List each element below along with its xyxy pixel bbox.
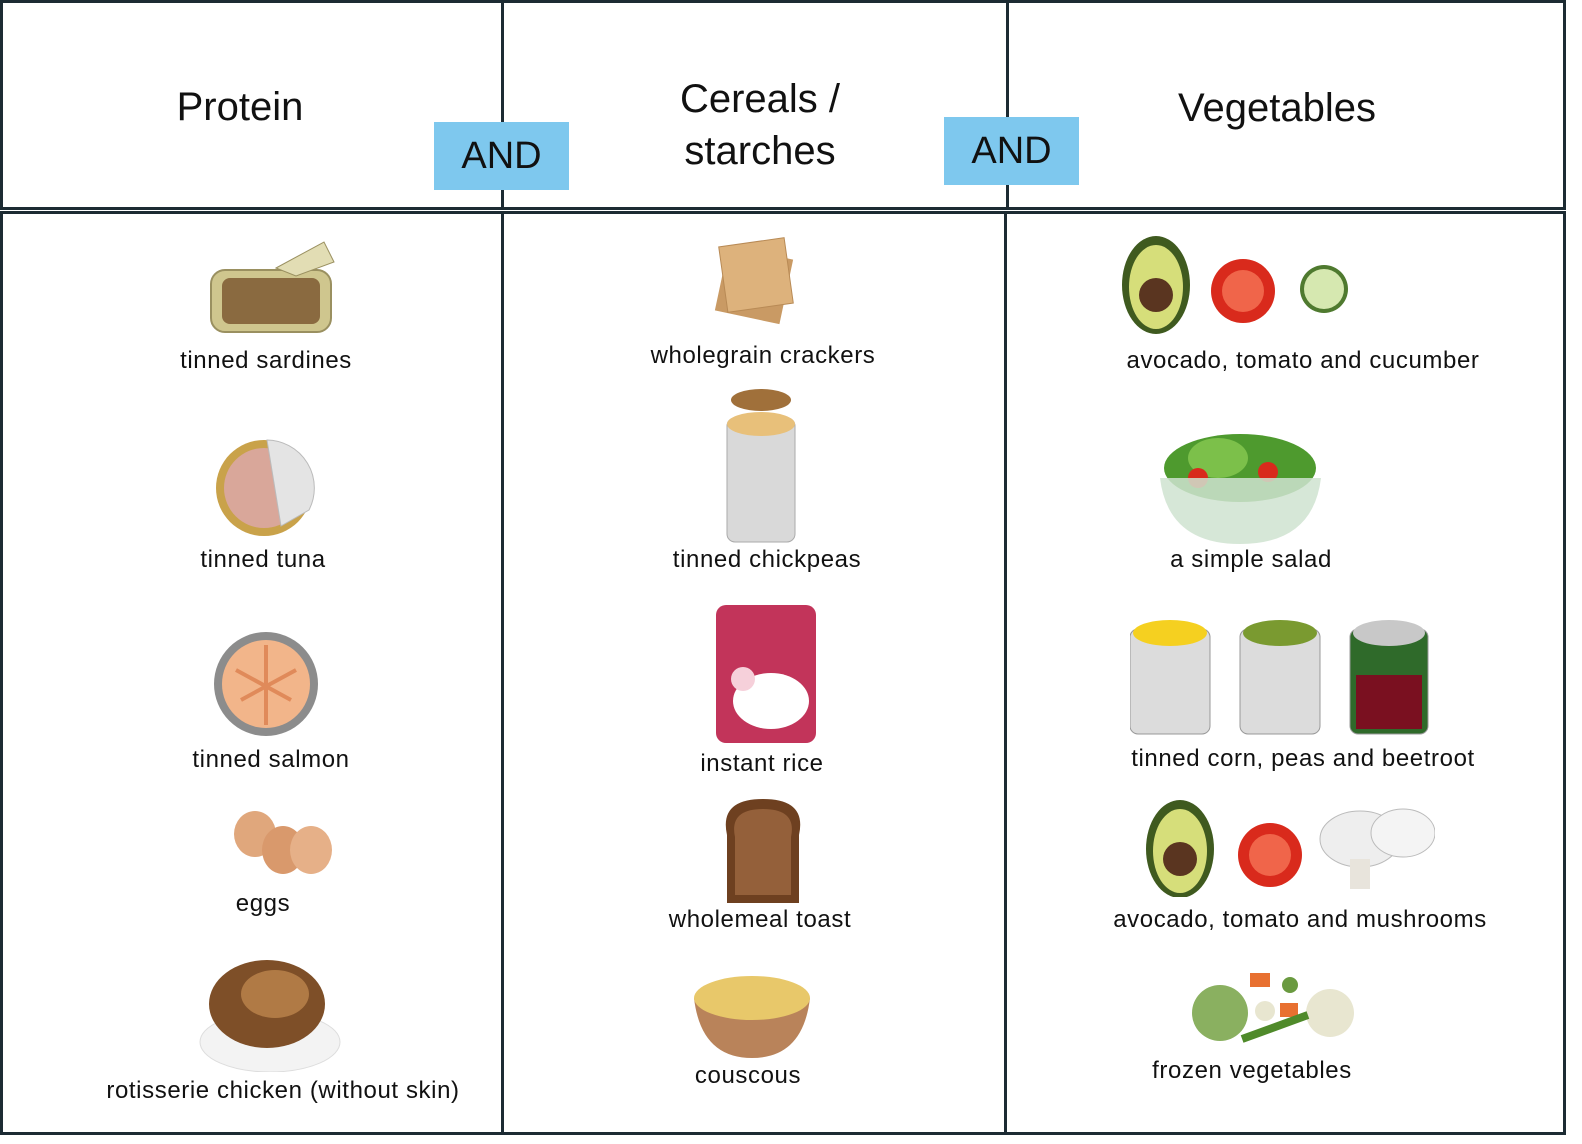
food-image — [1130, 620, 1429, 735]
header-cell — [1006, 0, 1566, 210]
food-label: wholegrain crackers — [650, 342, 876, 369]
food-image — [694, 976, 810, 1058]
icon-shape — [1187, 438, 1248, 478]
icon-shape — [1139, 278, 1173, 312]
icon-shape — [1255, 1001, 1275, 1021]
food-label: wholemeal toast — [668, 906, 852, 933]
food-image — [726, 389, 796, 543]
icon-shape — [1243, 620, 1317, 646]
food-label: tinned sardines — [180, 347, 352, 374]
food-image — [214, 632, 318, 736]
food-image — [714, 237, 794, 325]
icon-shape — [1306, 989, 1354, 1037]
icon-shape — [1222, 270, 1264, 312]
icon-shape — [1240, 1011, 1310, 1043]
food-label: tinned tuna — [200, 546, 326, 573]
connector: AND — [944, 117, 1079, 185]
icon-shape — [734, 809, 792, 895]
food-image — [216, 439, 315, 536]
food-label: frozen vegetables — [1152, 1057, 1352, 1084]
food-image — [199, 960, 341, 1072]
food-label: instant rice — [700, 750, 824, 777]
icon-shape — [290, 826, 332, 874]
connector: AND — [434, 122, 569, 190]
icon-shape — [726, 417, 796, 543]
icon-shape — [1282, 977, 1298, 993]
food-label: tinned corn, peas and beetroot — [1131, 745, 1475, 772]
food-label: eggs — [235, 890, 291, 917]
food-label: couscous — [694, 1062, 802, 1089]
food-label: avocado, tomato and mushrooms — [1113, 906, 1487, 933]
icon-shape — [1133, 620, 1207, 646]
food-label: tinned salmon — [192, 746, 350, 773]
icon-shape — [222, 278, 320, 324]
icon-shape — [1353, 620, 1425, 646]
icon-shape — [1192, 985, 1248, 1041]
food-image — [1146, 800, 1435, 897]
column-title: Vegetables — [1178, 86, 1376, 130]
icon-shape — [241, 970, 309, 1018]
icon-shape — [727, 412, 795, 436]
icon-shape — [1356, 675, 1422, 729]
icon-shape — [266, 439, 315, 527]
column-title: Cereals / starches — [679, 77, 841, 173]
icon-shape — [731, 667, 755, 691]
body-cell — [1004, 211, 1566, 1135]
icon-shape — [1249, 834, 1291, 876]
icon-shape — [733, 673, 809, 729]
food-image — [234, 811, 332, 874]
icon-shape — [1370, 808, 1435, 858]
food-image — [1159, 434, 1321, 544]
icon-shape — [1250, 973, 1270, 987]
icon-shape — [694, 976, 810, 1020]
icon-shape — [1159, 478, 1321, 544]
icon-shape — [1350, 859, 1370, 889]
food-image — [725, 799, 801, 903]
icon-shape — [235, 645, 297, 725]
icon-shape — [1304, 269, 1344, 309]
column-title: Protein — [176, 85, 304, 129]
food-image — [1122, 236, 1348, 334]
food-image — [1192, 973, 1354, 1043]
icon-shape — [1280, 1003, 1298, 1017]
icon-shape — [1163, 842, 1197, 876]
food-label: tinned chickpeas — [672, 546, 862, 573]
food-image — [716, 605, 816, 743]
icon-shape — [274, 241, 335, 277]
food-image — [210, 241, 335, 333]
food-label: avocado, tomato and cucumber — [1126, 347, 1480, 374]
icon-shape — [717, 237, 794, 313]
icon-shape — [1257, 462, 1278, 482]
food-label: rotisserie chicken (without skin) — [106, 1077, 460, 1104]
icon-shape — [731, 389, 791, 411]
food-label: a simple salad — [1170, 546, 1332, 573]
